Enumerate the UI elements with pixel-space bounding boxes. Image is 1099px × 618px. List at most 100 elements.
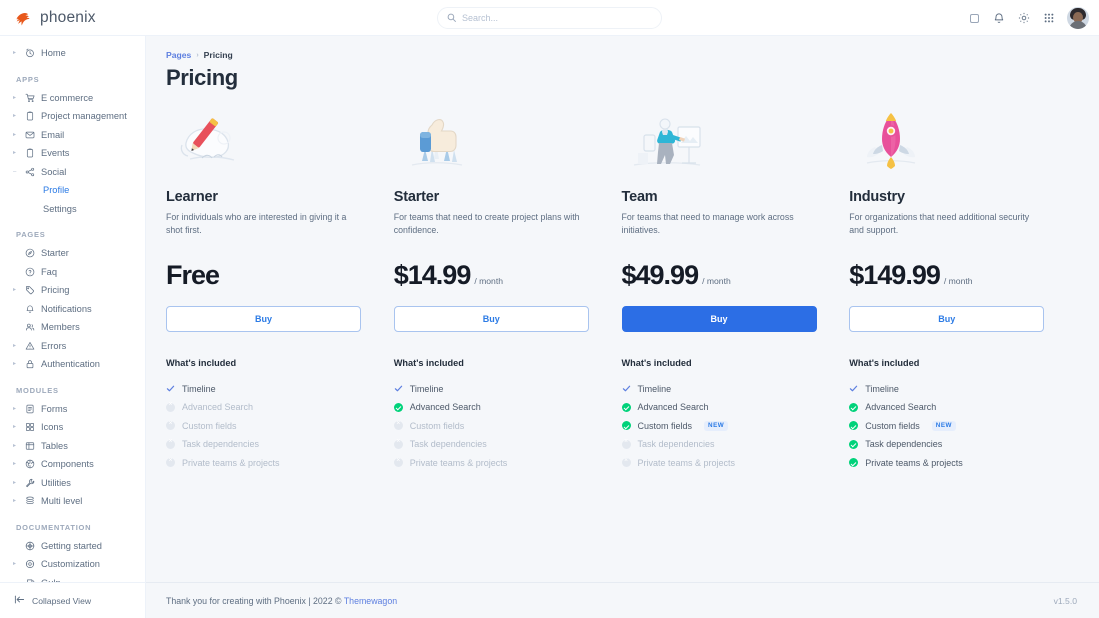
sidebar-item-label: Notifications xyxy=(41,303,92,314)
sidebar-item-label: Members xyxy=(41,322,80,333)
feature-label: Custom fields xyxy=(865,420,920,431)
chevron-right-icon: ▸ xyxy=(13,50,17,57)
sidebar-item-label: E commerce xyxy=(41,92,94,103)
grid-apps-icon[interactable] xyxy=(1042,11,1056,25)
times-circle-icon xyxy=(166,400,175,412)
gear-icon[interactable] xyxy=(1017,11,1031,25)
theme-toggle-icon[interactable] xyxy=(967,11,981,25)
sidebar-item-forms[interactable]: ▸ Forms xyxy=(0,400,145,419)
sidebar-item-starter[interactable]: ▸Starter xyxy=(0,244,145,263)
form-icon xyxy=(24,403,35,414)
sidebar-section-title: DOCUMENTATION xyxy=(16,522,92,532)
buy-button[interactable]: Buy xyxy=(621,305,817,332)
sidebar-item-errors[interactable]: ▸ Errors xyxy=(0,337,145,356)
sidebar-item-e-commerce[interactable]: ▸ E commerce xyxy=(0,89,145,108)
sidebar-item-customization[interactable]: ▸ Customization xyxy=(0,555,145,574)
sidebar-section-title: MODULES xyxy=(16,385,59,395)
global-search[interactable] xyxy=(437,7,662,29)
chevron-right-icon: ▸ xyxy=(13,150,17,157)
sidebar-item-label: Gulp xyxy=(41,578,61,582)
sidebar-item-pricing[interactable]: ▸ Pricing xyxy=(0,281,145,300)
feature-label: Task dependencies xyxy=(637,439,715,450)
plan-price-row: $49.99/ month xyxy=(622,260,826,292)
sidebar-item-label: Project management xyxy=(41,111,127,122)
feature-item: Custom fields NEW xyxy=(621,417,826,436)
bell-icon[interactable] xyxy=(992,11,1006,25)
sidebar-item-tables[interactable]: ▸ Tables xyxy=(0,437,145,456)
chevron-right-icon: ▸ xyxy=(13,442,17,449)
clipboard-icon xyxy=(24,148,35,159)
sidebar-nav: ▸ Home APPS ▸ E commerce ▸ Project management ▸… xyxy=(0,36,145,582)
feature-item: Custom fields NEW xyxy=(849,417,1053,436)
sidebar-item-icons[interactable]: ▸ Icons xyxy=(0,418,145,437)
plan-price: $49.99 xyxy=(621,259,700,290)
feature-label: Task dependencies xyxy=(182,439,260,450)
sidebar-item-notifications[interactable]: ▸Notifications xyxy=(0,300,145,319)
check-circle-icon xyxy=(621,402,631,412)
main-content: Pages › Pricing Pricing Learner For indiv… xyxy=(146,36,1099,618)
feature-label: Private teams & projects xyxy=(182,457,280,468)
gear-icon xyxy=(24,559,35,570)
sidebar-item-faq[interactable]: ▸Faq xyxy=(0,263,145,282)
chevron-right-icon: ▸ xyxy=(13,94,17,101)
sidebar-item-label: Home xyxy=(41,48,66,59)
sidebar-item-project-management[interactable]: ▸ Project management xyxy=(0,107,145,126)
times-circle-icon xyxy=(166,456,175,468)
feature-item: Custom fields xyxy=(166,417,370,436)
sidebar-item-social[interactable]: – Social xyxy=(0,163,145,182)
phoenix-bird-icon xyxy=(14,8,34,28)
feature-label: Private teams & projects xyxy=(865,457,963,468)
avatar[interactable] xyxy=(1067,7,1089,29)
buy-button[interactable]: Buy xyxy=(849,305,1045,332)
check-icon xyxy=(166,384,175,393)
breadcrumb-current: Pricing xyxy=(203,50,233,60)
themewagon-link[interactable]: Themewagon xyxy=(343,595,398,606)
feature-item: Timeline xyxy=(166,380,370,399)
sidebar-item-components[interactable]: ▸ Components xyxy=(0,455,145,474)
sidebar-item-label: Errors xyxy=(41,340,67,351)
sidebar-subitem-profile[interactable]: Profile xyxy=(0,181,145,200)
chevron-right-icon: ▸ xyxy=(13,131,17,138)
sidebar-item-getting-started[interactable]: ▸Getting started xyxy=(0,537,145,556)
sidebar-item-email[interactable]: ▸ Email xyxy=(0,126,145,145)
chevron-right-icon: ▸ xyxy=(13,113,17,120)
chevron-right-icon: ▸ xyxy=(13,461,17,468)
check-icon xyxy=(849,384,858,393)
sidebar-item-label: Faq xyxy=(41,266,58,277)
plan-name: Starter xyxy=(393,189,440,205)
check-icon xyxy=(394,384,403,393)
collapsed-view-toggle[interactable]: Collapsed View xyxy=(0,582,145,618)
chevron-down-icon: – xyxy=(13,168,17,175)
hand-writing-pencil-illustration xyxy=(166,113,370,175)
times-circle-icon xyxy=(393,419,403,431)
check-circle-icon xyxy=(621,421,631,431)
sidebar-item-label: Events xyxy=(41,148,70,159)
footer-credit: Thank you for creating with Phoenix | 20… xyxy=(166,596,397,606)
page-footer: Thank you for creating with Phoenix | 20… xyxy=(146,582,1099,618)
plan-name: Industry xyxy=(849,189,905,205)
check-circle-icon xyxy=(393,402,403,412)
sidebar-item-authentication[interactable]: ▸ Authentication xyxy=(0,355,145,374)
warning-triangle-icon xyxy=(24,340,35,351)
plan-description: For individuals who are interested in gi… xyxy=(166,212,347,236)
brand-logo[interactable]: phoenix xyxy=(0,8,146,28)
buy-button[interactable]: Buy xyxy=(393,305,589,332)
sidebar-item-multi-level[interactable]: ▸ Multi level xyxy=(0,492,145,511)
sidebar-item-gulp[interactable]: ▸Gulp xyxy=(0,574,145,582)
sidebar-item-events[interactable]: ▸ Events xyxy=(0,144,145,163)
pricing-plan-card: Learner For individuals who are intereste… xyxy=(166,113,394,472)
sidebar-item-home[interactable]: ▸ Home xyxy=(0,44,145,63)
plan-price-unit: / month xyxy=(474,275,504,286)
sidebar-item-label: Authentication xyxy=(41,359,100,370)
buy-button[interactable]: Buy xyxy=(166,305,361,332)
feature-item: Advanced Search xyxy=(621,398,826,417)
features-title: What's included xyxy=(166,357,237,368)
sidebar-subitem-settings[interactable]: Settings xyxy=(0,200,145,219)
sidebar-item-members[interactable]: ▸Members xyxy=(0,318,145,337)
breadcrumb-parent[interactable]: Pages xyxy=(166,50,192,60)
search-input[interactable] xyxy=(462,13,652,23)
sidebar-item-utilities[interactable]: ▸ Utilities xyxy=(0,474,145,493)
brand-name: phoenix xyxy=(40,8,96,26)
body-row: ▸ Home APPS ▸ E commerce ▸ Project management ▸… xyxy=(0,36,1099,618)
